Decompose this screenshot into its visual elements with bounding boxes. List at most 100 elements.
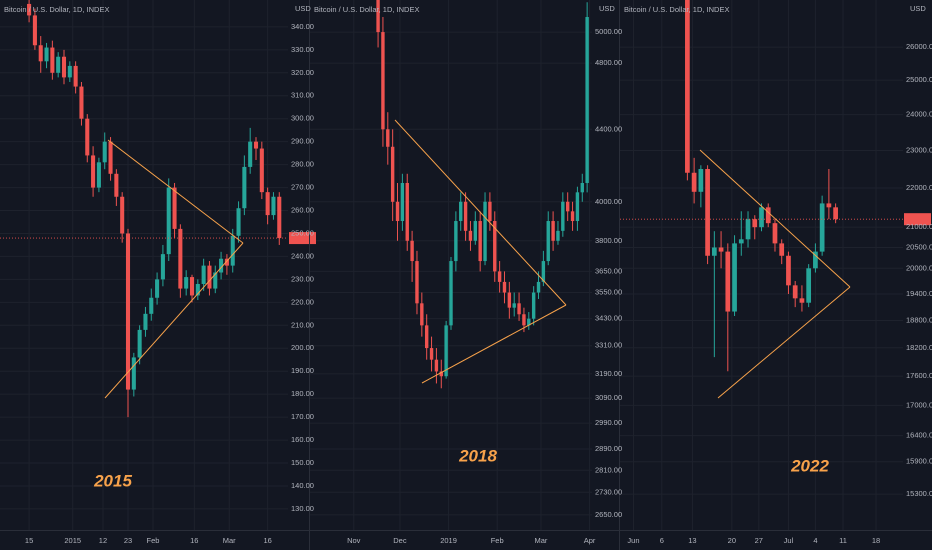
y-tick-label: 21000.00: [906, 222, 932, 231]
candle-body: [410, 240, 414, 262]
candle-body: [166, 187, 171, 255]
candle-body: [108, 141, 113, 174]
x-tick-label: Dec: [393, 536, 407, 545]
candle-body: [806, 268, 812, 303]
candle-body: [429, 348, 434, 360]
candle-body: [527, 318, 531, 326]
y-tick-label: 2730.00: [595, 487, 622, 496]
y-tick-label: 3090.00: [595, 393, 622, 402]
annotation: 2022: [790, 456, 829, 475]
candle-body: [213, 272, 218, 289]
candle-body: [434, 359, 439, 372]
candle-body: [277, 196, 282, 239]
y-tick-label: 24000.00: [906, 110, 932, 119]
x-tick-label: Mar: [223, 536, 236, 545]
y-tick-label: 3190.00: [595, 369, 622, 378]
candle-body: [242, 166, 247, 209]
x-tick-label: 18: [872, 536, 880, 545]
x-tick-label: 2015: [64, 536, 81, 545]
candle-body: [219, 258, 224, 273]
candle-body: [253, 141, 259, 149]
y-tick-label: 23000.00: [906, 145, 932, 154]
y-tick-label: 4800.00: [595, 58, 622, 67]
candle-body: [468, 230, 473, 241]
candle-body: [44, 47, 49, 62]
candle-body: [184, 277, 189, 289]
x-tick-label: 15: [25, 536, 33, 545]
candle-body: [178, 228, 183, 289]
y-tick-label: 17600.00: [906, 371, 932, 380]
candle-body: [73, 65, 78, 87]
candle-body: [201, 265, 206, 284]
candle-body: [792, 285, 798, 299]
y-tick-label: 15900.00: [906, 457, 932, 466]
x-tick-label: 12: [99, 536, 107, 545]
candle-body: [96, 162, 101, 188]
candle-body: [718, 247, 724, 252]
candle-body: [449, 261, 453, 326]
trendline: [107, 139, 244, 244]
candle-body: [405, 182, 409, 241]
candle-body: [381, 32, 385, 130]
candle-body: [376, 0, 380, 33]
candle-body: [230, 235, 235, 266]
y-tick-label: 4000.00: [595, 197, 622, 206]
candle-body: [67, 65, 72, 78]
y-tick-label: 320.00: [291, 68, 314, 77]
x-tick-label: Jul: [784, 536, 794, 545]
y-tick-label: 18800.00: [906, 315, 932, 324]
y-tick-label: 290.00: [291, 137, 314, 146]
candle-body: [493, 221, 497, 272]
y-tick-label: 2650.00: [595, 510, 622, 519]
y-tick-label: 18200.00: [906, 343, 932, 352]
y-tick-label: 160.00: [291, 435, 314, 444]
candle-body: [114, 173, 119, 197]
candle-body: [390, 146, 395, 202]
x-tick-label: Feb: [147, 536, 160, 545]
x-tick-label: 27: [755, 536, 763, 545]
y-tick-label: 16400.00: [906, 431, 932, 440]
y-tick-label: 5000.00: [595, 27, 622, 36]
y-tick-label: 2810.00: [595, 465, 622, 474]
candle-body: [556, 230, 560, 241]
y-tick-label: 150.00: [291, 458, 314, 467]
chart-title: Bitcoin / U.S. Dollar, 1D, INDEX: [624, 5, 729, 14]
y-tick-label: 20500.00: [906, 242, 932, 251]
y-tick-label: 19400.00: [906, 289, 932, 298]
y-tick-label: 3650.00: [595, 266, 622, 275]
candles: [0, 0, 288, 418]
candle-body: [488, 201, 492, 222]
candle-body: [575, 192, 580, 222]
y-tick-label: 170.00: [291, 412, 314, 421]
candle-body: [759, 207, 764, 228]
candle-body: [585, 17, 589, 183]
chart-title: Bitcoin / U.S. Dollar, 1D, INDEX: [314, 5, 419, 14]
y-tick-label: 310.00: [291, 91, 314, 100]
candle-body: [172, 187, 177, 229]
y-tick-label: 190.00: [291, 366, 314, 375]
candle-body: [531, 292, 536, 319]
trendline: [104, 242, 244, 399]
y-tick-label: 2890.00: [595, 444, 622, 453]
y-tick-label: 280.00: [291, 160, 314, 169]
candle-body: [137, 329, 142, 358]
y-tick-label: 25000.00: [906, 75, 932, 84]
candle-body: [502, 281, 507, 293]
y-tick-label: 130.00: [291, 504, 314, 513]
y-tick-label: 20000.00: [906, 263, 932, 272]
candle-body: [478, 221, 482, 262]
x-tick-label: 23: [124, 536, 132, 545]
axis-unit: USD: [910, 4, 926, 13]
y-tick-label: 270.00: [291, 183, 314, 192]
candle-body: [745, 219, 751, 240]
candle-body: [483, 201, 487, 262]
candle-body: [473, 221, 478, 241]
candle-body: [149, 297, 154, 314]
candle-body: [415, 261, 419, 304]
annotation: 2018: [458, 446, 497, 465]
x-tick-label: Mar: [534, 536, 547, 545]
candle-body: [570, 211, 575, 222]
candle-body: [102, 141, 107, 163]
y-tick-label: 4400.00: [595, 124, 622, 133]
